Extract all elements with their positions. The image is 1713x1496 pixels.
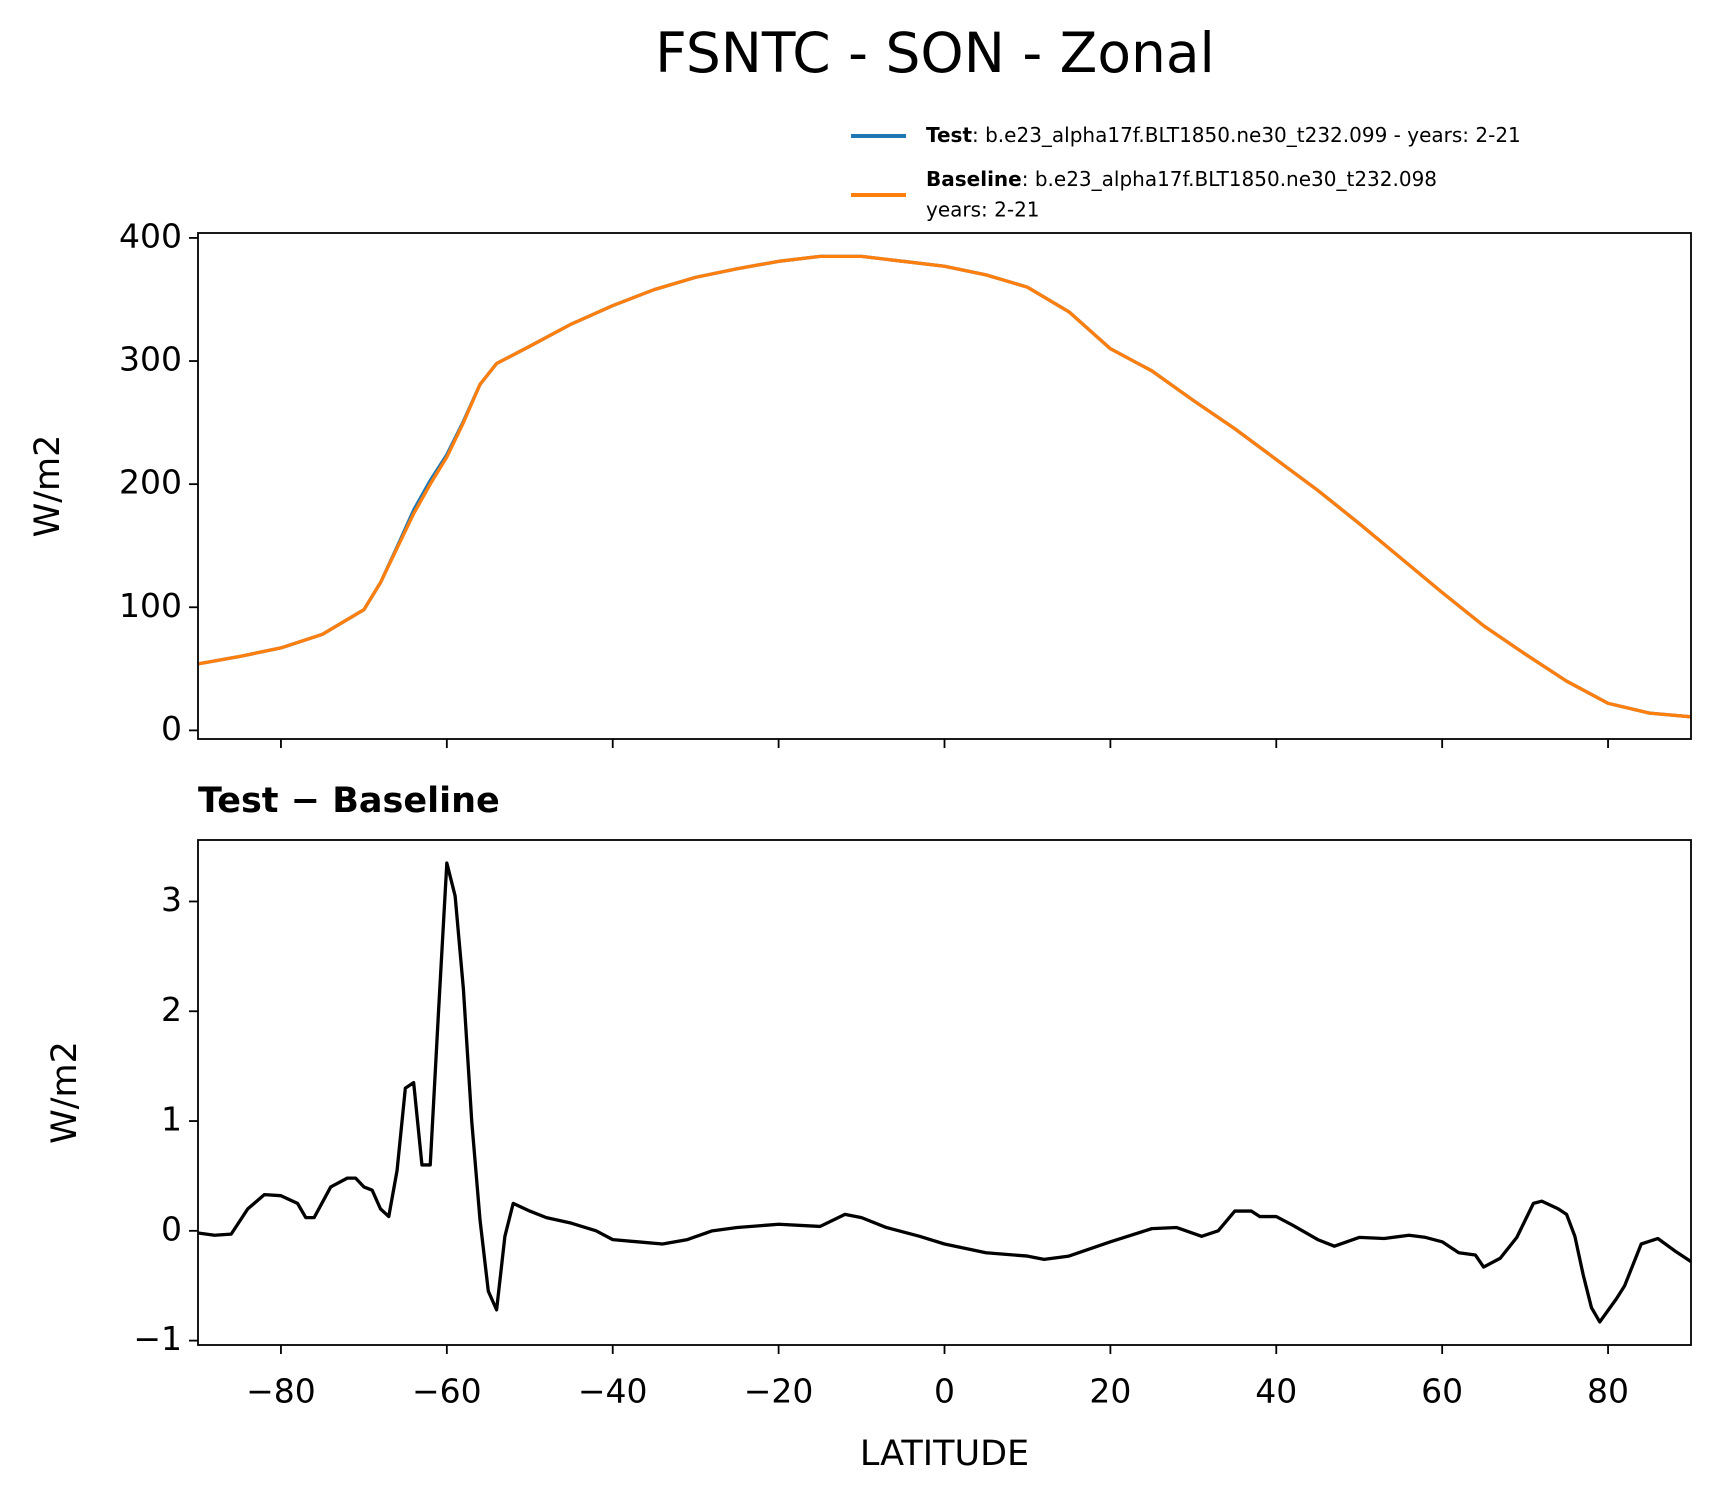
x-tick-label: 0 [934, 1372, 955, 1411]
x-tick-label: 60 [1421, 1372, 1463, 1411]
axes-frame [197, 232, 1692, 740]
y-tick-label: 300 [119, 340, 182, 379]
legend-name: Baseline [926, 167, 1022, 191]
y-tick-label: 2 [161, 990, 182, 1029]
x-tick-label: 80 [1587, 1372, 1629, 1411]
legend-text: : b.e23_alpha17f.BLT1850.ne30_t232.099 -… [972, 123, 1521, 147]
y-tick-label: 100 [119, 586, 182, 625]
x-axis-label: LATITUDE [860, 1434, 1029, 1474]
axes-title: Test − Baseline [198, 781, 500, 821]
legend-label: Test: b.e23_alpha17f.BLT1850.ne30_t232.0… [926, 123, 1521, 147]
x-tick-label: 40 [1255, 1372, 1297, 1411]
data-line [198, 861, 1691, 1324]
legend-name: Test [926, 123, 972, 147]
legend-label: Baseline: b.e23_alpha17f.BLT1850.ne30_t2… [926, 167, 1437, 191]
y-tick-label: 0 [161, 709, 182, 748]
y-tick-label: 1 [161, 1100, 182, 1139]
y-axis-label: W/m2 [45, 1041, 85, 1144]
x-tick-label: −80 [246, 1372, 316, 1411]
x-tick-label: −20 [744, 1372, 814, 1411]
y-tick-label: 3 [161, 880, 182, 919]
figure-title: FSNTC - SON - Zonal [655, 21, 1215, 85]
y-tick-label: 200 [119, 463, 182, 502]
x-tick-label: −40 [578, 1372, 648, 1411]
x-tick-label: −60 [412, 1372, 482, 1411]
legend-text: : b.e23_alpha17f.BLT1850.ne30_t232.098 [1022, 167, 1437, 191]
data-line [198, 254, 1691, 719]
x-tick-label: 20 [1089, 1372, 1131, 1411]
y-axis-label: W/m2 [28, 435, 68, 538]
y-tick-label: −1 [133, 1319, 182, 1358]
y-tick-label: 0 [161, 1209, 182, 1248]
legend-text: years: 2-21 [926, 198, 1040, 222]
y-tick-label: 400 [119, 216, 182, 255]
axes-frame [197, 839, 1692, 1346]
